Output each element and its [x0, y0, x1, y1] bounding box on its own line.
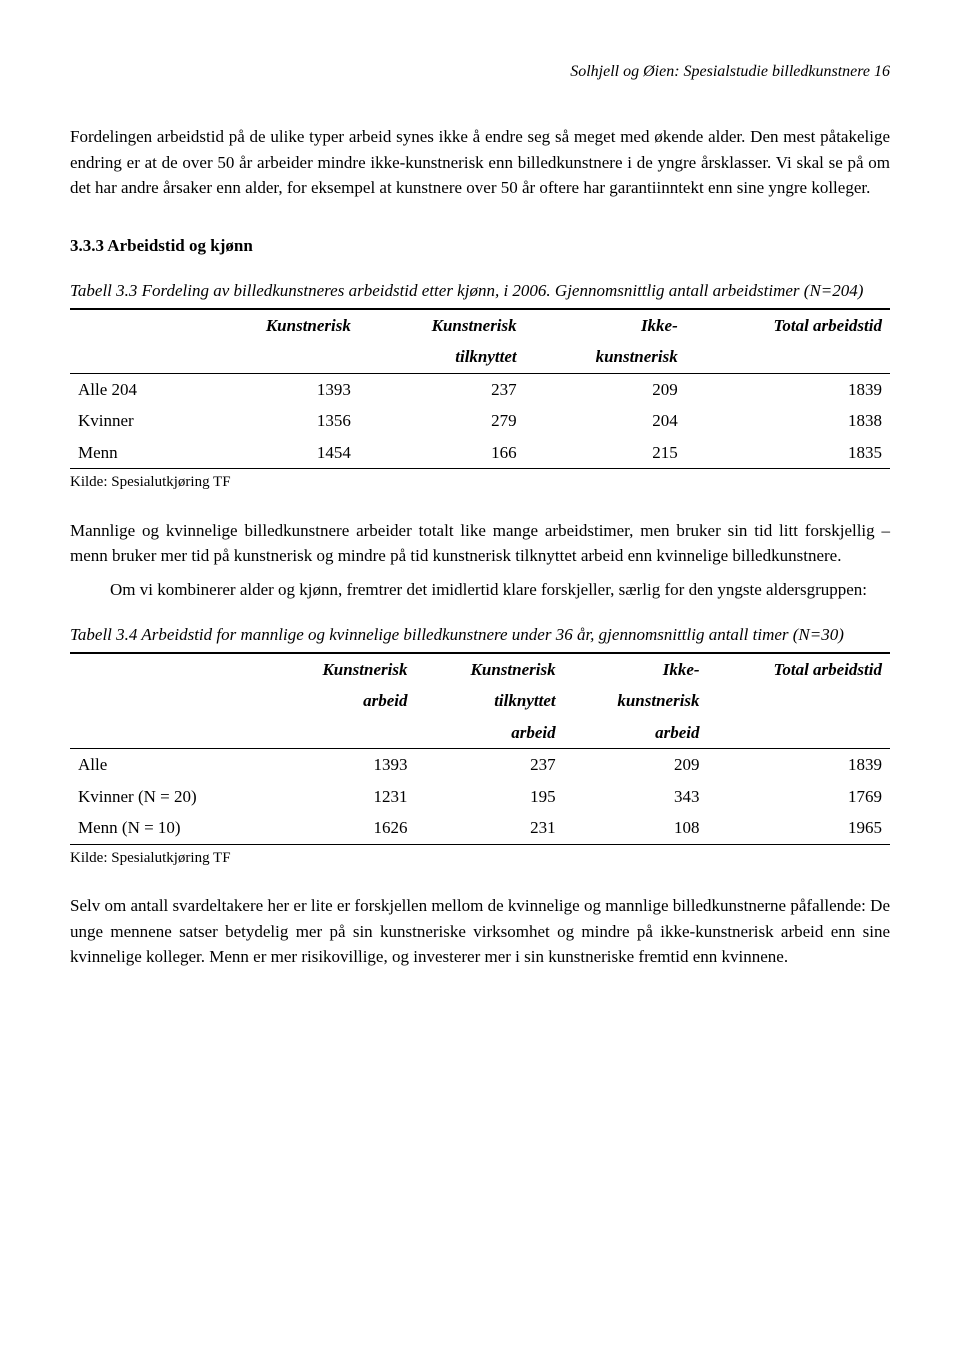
table-row: Kvinner 1356 279 204 1838 — [70, 405, 890, 437]
table-cell: 237 — [359, 373, 525, 405]
table-header-c2b: tilknyttet — [359, 341, 525, 373]
table-cell: 209 — [525, 373, 686, 405]
table-cell: Alle 204 — [70, 373, 193, 405]
table-header-c2a: Kunstnerisk — [415, 653, 563, 686]
table-cell: 1626 — [267, 812, 415, 844]
table-cell: 1769 — [708, 781, 890, 813]
table-caption-34: Tabell 3.4 Arbeidstid for mannlige og kv… — [70, 622, 890, 648]
table-header-c3a: Ikke- — [564, 653, 708, 686]
table-cell: 166 — [359, 437, 525, 469]
table-cell: 1393 — [193, 373, 359, 405]
table-33: Kunstnerisk Kunstnerisk Ikke- Total arbe… — [70, 308, 890, 470]
table-header-empty — [686, 341, 890, 373]
table-cell: Menn (N = 10) — [70, 812, 267, 844]
paragraph-4: Selv om antall svardeltakere her er lite… — [70, 893, 890, 970]
table-cell: 108 — [564, 812, 708, 844]
table-header-empty — [267, 717, 415, 749]
table-header-c3a: Ikke- — [525, 309, 686, 342]
table-header-empty — [70, 685, 267, 717]
table-34: Kunstnerisk Kunstnerisk Ikke- Total arbe… — [70, 652, 890, 845]
table-cell: Kvinner — [70, 405, 193, 437]
table-header-empty — [70, 309, 193, 342]
table-cell: 195 — [415, 781, 563, 813]
table-cell: 215 — [525, 437, 686, 469]
table-row: Menn (N = 10) 1626 231 108 1965 — [70, 812, 890, 844]
table-cell: 204 — [525, 405, 686, 437]
table-header-c2a: Kunstnerisk — [359, 309, 525, 342]
table-header-c2c: arbeid — [415, 717, 563, 749]
table-header-empty — [193, 341, 359, 373]
table-header-empty — [70, 653, 267, 686]
paragraph-1: Fordelingen arbeidstid på de ulike typer… — [70, 124, 890, 201]
table-cell: 343 — [564, 781, 708, 813]
table-header-c3b: kunstnerisk — [564, 685, 708, 717]
table-source-33: Kilde: Spesialutkjøring TF — [70, 471, 890, 494]
table-row: Alle 204 1393 237 209 1839 — [70, 373, 890, 405]
table-row: Kvinner (N = 20) 1231 195 343 1769 — [70, 781, 890, 813]
table-caption-33: Tabell 3.3 Fordeling av billedkunstneres… — [70, 278, 890, 304]
page-header: Solhjell og Øien: Spesialstudie billedku… — [70, 60, 890, 84]
table-cell: Menn — [70, 437, 193, 469]
paragraph-2: Mannlige og kvinnelige billedkunstnere a… — [70, 518, 890, 569]
table-cell: 231 — [415, 812, 563, 844]
table-header-c1b: arbeid — [267, 685, 415, 717]
table-header-empty — [708, 685, 890, 717]
table-cell: 1231 — [267, 781, 415, 813]
table-cell: 1356 — [193, 405, 359, 437]
table-cell: Alle — [70, 749, 267, 781]
paragraph-3: Om vi kombinerer alder og kjønn, fremtre… — [70, 577, 890, 603]
table-cell: 1393 — [267, 749, 415, 781]
table-cell: 1839 — [708, 749, 890, 781]
table-header-empty — [708, 717, 890, 749]
table-cell: 1835 — [686, 437, 890, 469]
table-header-c3c: arbeid — [564, 717, 708, 749]
table-header-c4: Total arbeidstid — [708, 653, 890, 686]
table-header-empty — [70, 341, 193, 373]
table-header-c4: Total arbeidstid — [686, 309, 890, 342]
table-cell: 279 — [359, 405, 525, 437]
table-header-c1: Kunstnerisk — [193, 309, 359, 342]
table-cell: 1454 — [193, 437, 359, 469]
table-row: Menn 1454 166 215 1835 — [70, 437, 890, 469]
table-cell: 1965 — [708, 812, 890, 844]
table-source-34: Kilde: Spesialutkjøring TF — [70, 847, 890, 870]
table-header-c2b: tilknyttet — [415, 685, 563, 717]
table-cell: Kvinner (N = 20) — [70, 781, 267, 813]
table-header-c3b: kunstnerisk — [525, 341, 686, 373]
table-header-c1a: Kunstnerisk — [267, 653, 415, 686]
table-cell: 1839 — [686, 373, 890, 405]
section-title-333: 3.3.3 Arbeidstid og kjønn — [70, 233, 890, 259]
table-header-empty — [70, 717, 267, 749]
table-cell: 209 — [564, 749, 708, 781]
table-cell: 1838 — [686, 405, 890, 437]
table-row: Alle 1393 237 209 1839 — [70, 749, 890, 781]
table-cell: 237 — [415, 749, 563, 781]
